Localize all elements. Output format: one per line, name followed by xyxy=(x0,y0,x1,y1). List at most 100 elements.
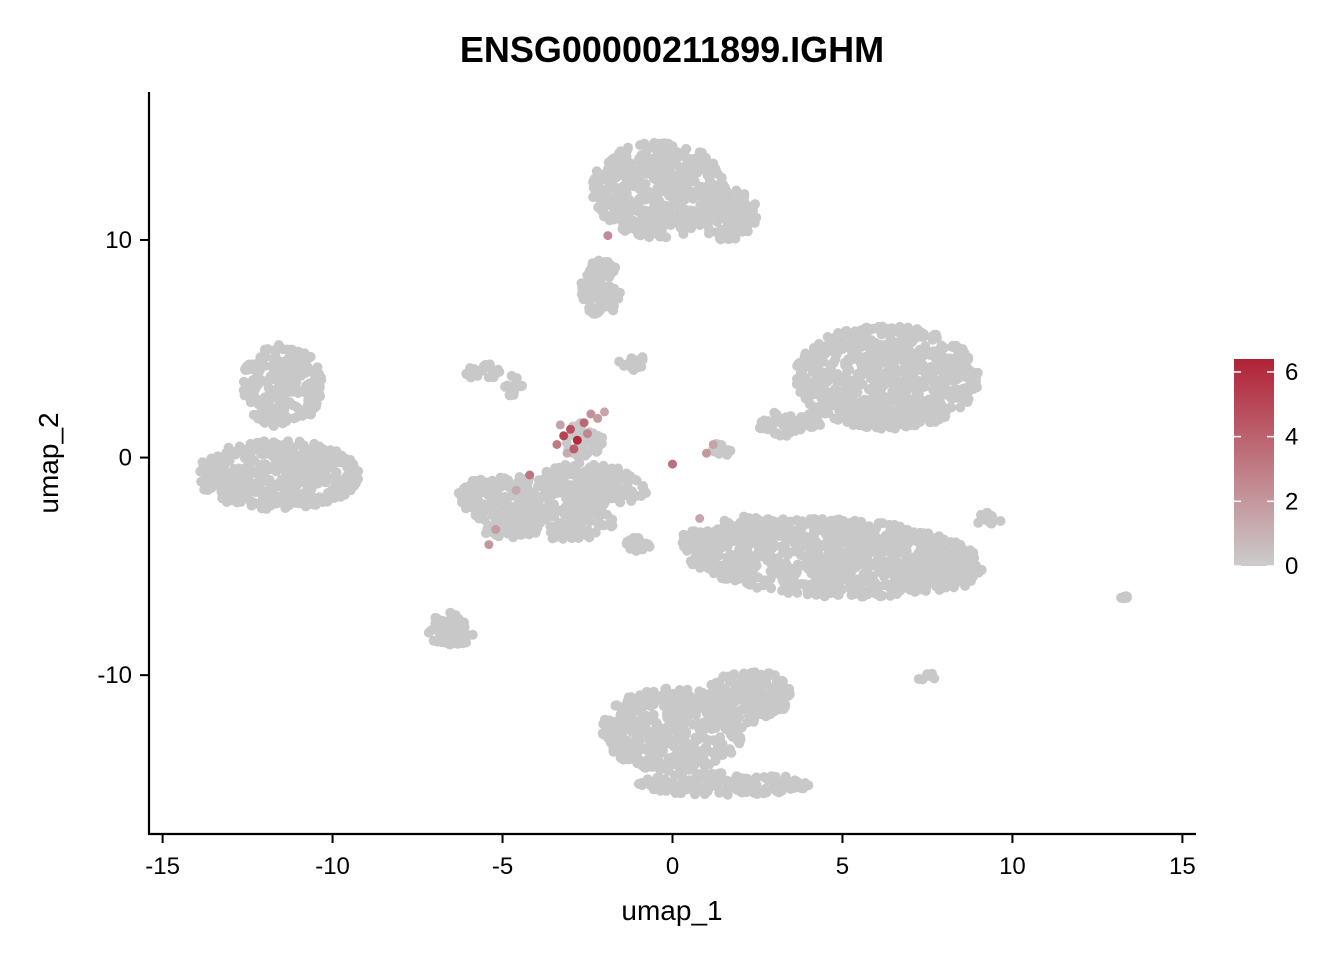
cell-point-cluster-20 xyxy=(767,775,778,786)
cell-point-cluster-5 xyxy=(683,211,694,222)
cell-point-cluster-15 xyxy=(452,636,463,647)
cell-point-cluster-9 xyxy=(302,480,312,491)
cell-point-cluster-9 xyxy=(314,476,325,487)
cell-point-cluster-2 xyxy=(927,560,938,571)
cell-point-cluster-19 xyxy=(663,764,674,775)
cell-point-cluster-15 xyxy=(459,622,470,633)
cell-point-cluster-13 xyxy=(483,520,494,531)
cell-point-cluster-1 xyxy=(765,550,776,561)
cell-point-cluster-9 xyxy=(295,450,306,461)
cell-point-cluster-11 xyxy=(566,469,577,480)
cell-point-cluster-5 xyxy=(659,165,670,176)
cell-point-cluster-0 xyxy=(842,366,853,377)
cell-point-cluster-1 xyxy=(827,519,838,530)
cell-point-cluster-11 xyxy=(594,471,605,481)
cell-point-cluster-5 xyxy=(588,192,599,203)
cell-point-cluster-8 xyxy=(264,385,275,396)
cell-point-cluster-2 xyxy=(931,580,942,590)
cell-point-cluster-21 xyxy=(758,676,769,686)
cell-point-cluster-10 xyxy=(606,521,617,532)
cell-point-cluster-20 xyxy=(658,783,669,794)
cell-point-cluster-10 xyxy=(566,527,577,537)
cell-point-cluster-0 xyxy=(895,407,906,417)
cell-point-cluster-0 xyxy=(934,396,945,407)
cell-point-cluster-1 xyxy=(867,587,878,598)
cell-point-cluster-9 xyxy=(245,438,256,449)
cell-point-cluster-0 xyxy=(833,328,844,338)
cell-point-cluster-6 xyxy=(740,222,751,233)
cell-point-cluster-0 xyxy=(921,363,932,374)
cell-point-cluster-9 xyxy=(258,461,269,472)
cell-point-cluster-9 xyxy=(197,457,208,468)
cell-point-cluster-5 xyxy=(681,151,691,162)
y-tick-label: 0 xyxy=(119,445,132,472)
cell-point-cluster-9 xyxy=(206,453,217,464)
cell-point-cluster-1 xyxy=(853,544,864,555)
cell-point-cluster-5 xyxy=(677,168,688,179)
cell-point-cluster-25 xyxy=(995,516,1006,526)
cell-point-cluster-5 xyxy=(669,195,680,206)
cell-point-cluster-8 xyxy=(283,382,294,393)
cell-point-cluster-9 xyxy=(345,485,356,496)
cell-point-cluster-1 xyxy=(875,591,886,602)
cell-point-cluster-12 xyxy=(573,426,583,437)
expressing-cell-point xyxy=(555,420,565,430)
cell-point-cluster-8 xyxy=(305,393,316,404)
cell-point-cluster-20 xyxy=(780,771,791,782)
cell-point-cluster-8 xyxy=(248,378,259,389)
cell-point-cluster-20 xyxy=(676,788,687,799)
cell-point-cluster-22 xyxy=(779,414,790,425)
x-tick-label: 15 xyxy=(1169,853,1196,880)
cell-point-cluster-8 xyxy=(281,369,292,380)
cell-point-cluster-9 xyxy=(277,455,288,465)
cell-point-cluster-1 xyxy=(913,578,924,589)
cell-point-cluster-5 xyxy=(593,168,604,179)
cell-point-cluster-0 xyxy=(905,394,916,405)
expressing-cell-point xyxy=(593,413,603,423)
cell-point-cluster-1 xyxy=(786,524,797,535)
cell-point-cluster-7 xyxy=(597,258,608,269)
cell-point-cluster-19 xyxy=(655,737,666,748)
cell-point-cluster-21 xyxy=(715,684,726,694)
x-tick-label: 5 xyxy=(836,853,849,880)
x-axis-ticks: -15 -10 -5 0 5 10 15 xyxy=(145,834,1196,880)
cell-point-cluster-20 xyxy=(694,769,705,780)
cell-point-cluster-0 xyxy=(859,359,870,370)
cell-point-cluster-9 xyxy=(263,485,274,496)
cell-point-cluster-19 xyxy=(632,721,643,732)
cell-point-cluster-1 xyxy=(886,580,897,591)
cell-point-cluster-20 xyxy=(677,770,687,781)
cell-point-cluster-9 xyxy=(220,467,231,478)
cell-point-cluster-1 xyxy=(752,582,763,593)
expressing-cell-point xyxy=(695,514,705,523)
colorbar-tick-label: 2 xyxy=(1285,488,1298,515)
cell-point-cluster-1 xyxy=(759,575,770,586)
cell-point-cluster-8 xyxy=(305,409,315,420)
cell-point-cluster-1 xyxy=(798,535,809,546)
cell-point-cluster-19 xyxy=(677,734,688,745)
cell-point-cluster-0 xyxy=(806,378,817,389)
cell-point-cluster-10 xyxy=(476,487,487,498)
cell-point-cluster-5 xyxy=(661,213,672,224)
expressing-cell-point xyxy=(572,435,582,445)
cell-point-cluster-5 xyxy=(598,211,609,222)
cell-point-cluster-1 xyxy=(711,562,722,573)
cell-point-cluster-2 xyxy=(970,560,981,571)
cell-point-cluster-2 xyxy=(950,570,961,581)
cell-point-cluster-0 xyxy=(849,345,860,356)
cell-point-cluster-15 xyxy=(440,634,451,645)
cell-point-cluster-27 xyxy=(917,674,928,685)
cell-point-cluster-18 xyxy=(631,355,642,366)
cell-point-cluster-5 xyxy=(653,194,664,205)
cell-point-cluster-5 xyxy=(597,189,608,200)
cell-point-cluster-5 xyxy=(649,205,660,216)
cell-point-cluster-21 xyxy=(737,685,748,696)
cell-point-cluster-5 xyxy=(612,164,623,175)
cell-point-cluster-19 xyxy=(717,739,728,750)
cell-point-cluster-19 xyxy=(610,700,621,711)
cell-point-cluster-5 xyxy=(643,192,654,203)
cell-point-cluster-0 xyxy=(972,367,983,378)
cell-point-cluster-15 xyxy=(428,635,439,646)
cell-point-cluster-0 xyxy=(806,349,817,360)
expressing-cell-point xyxy=(484,540,494,550)
